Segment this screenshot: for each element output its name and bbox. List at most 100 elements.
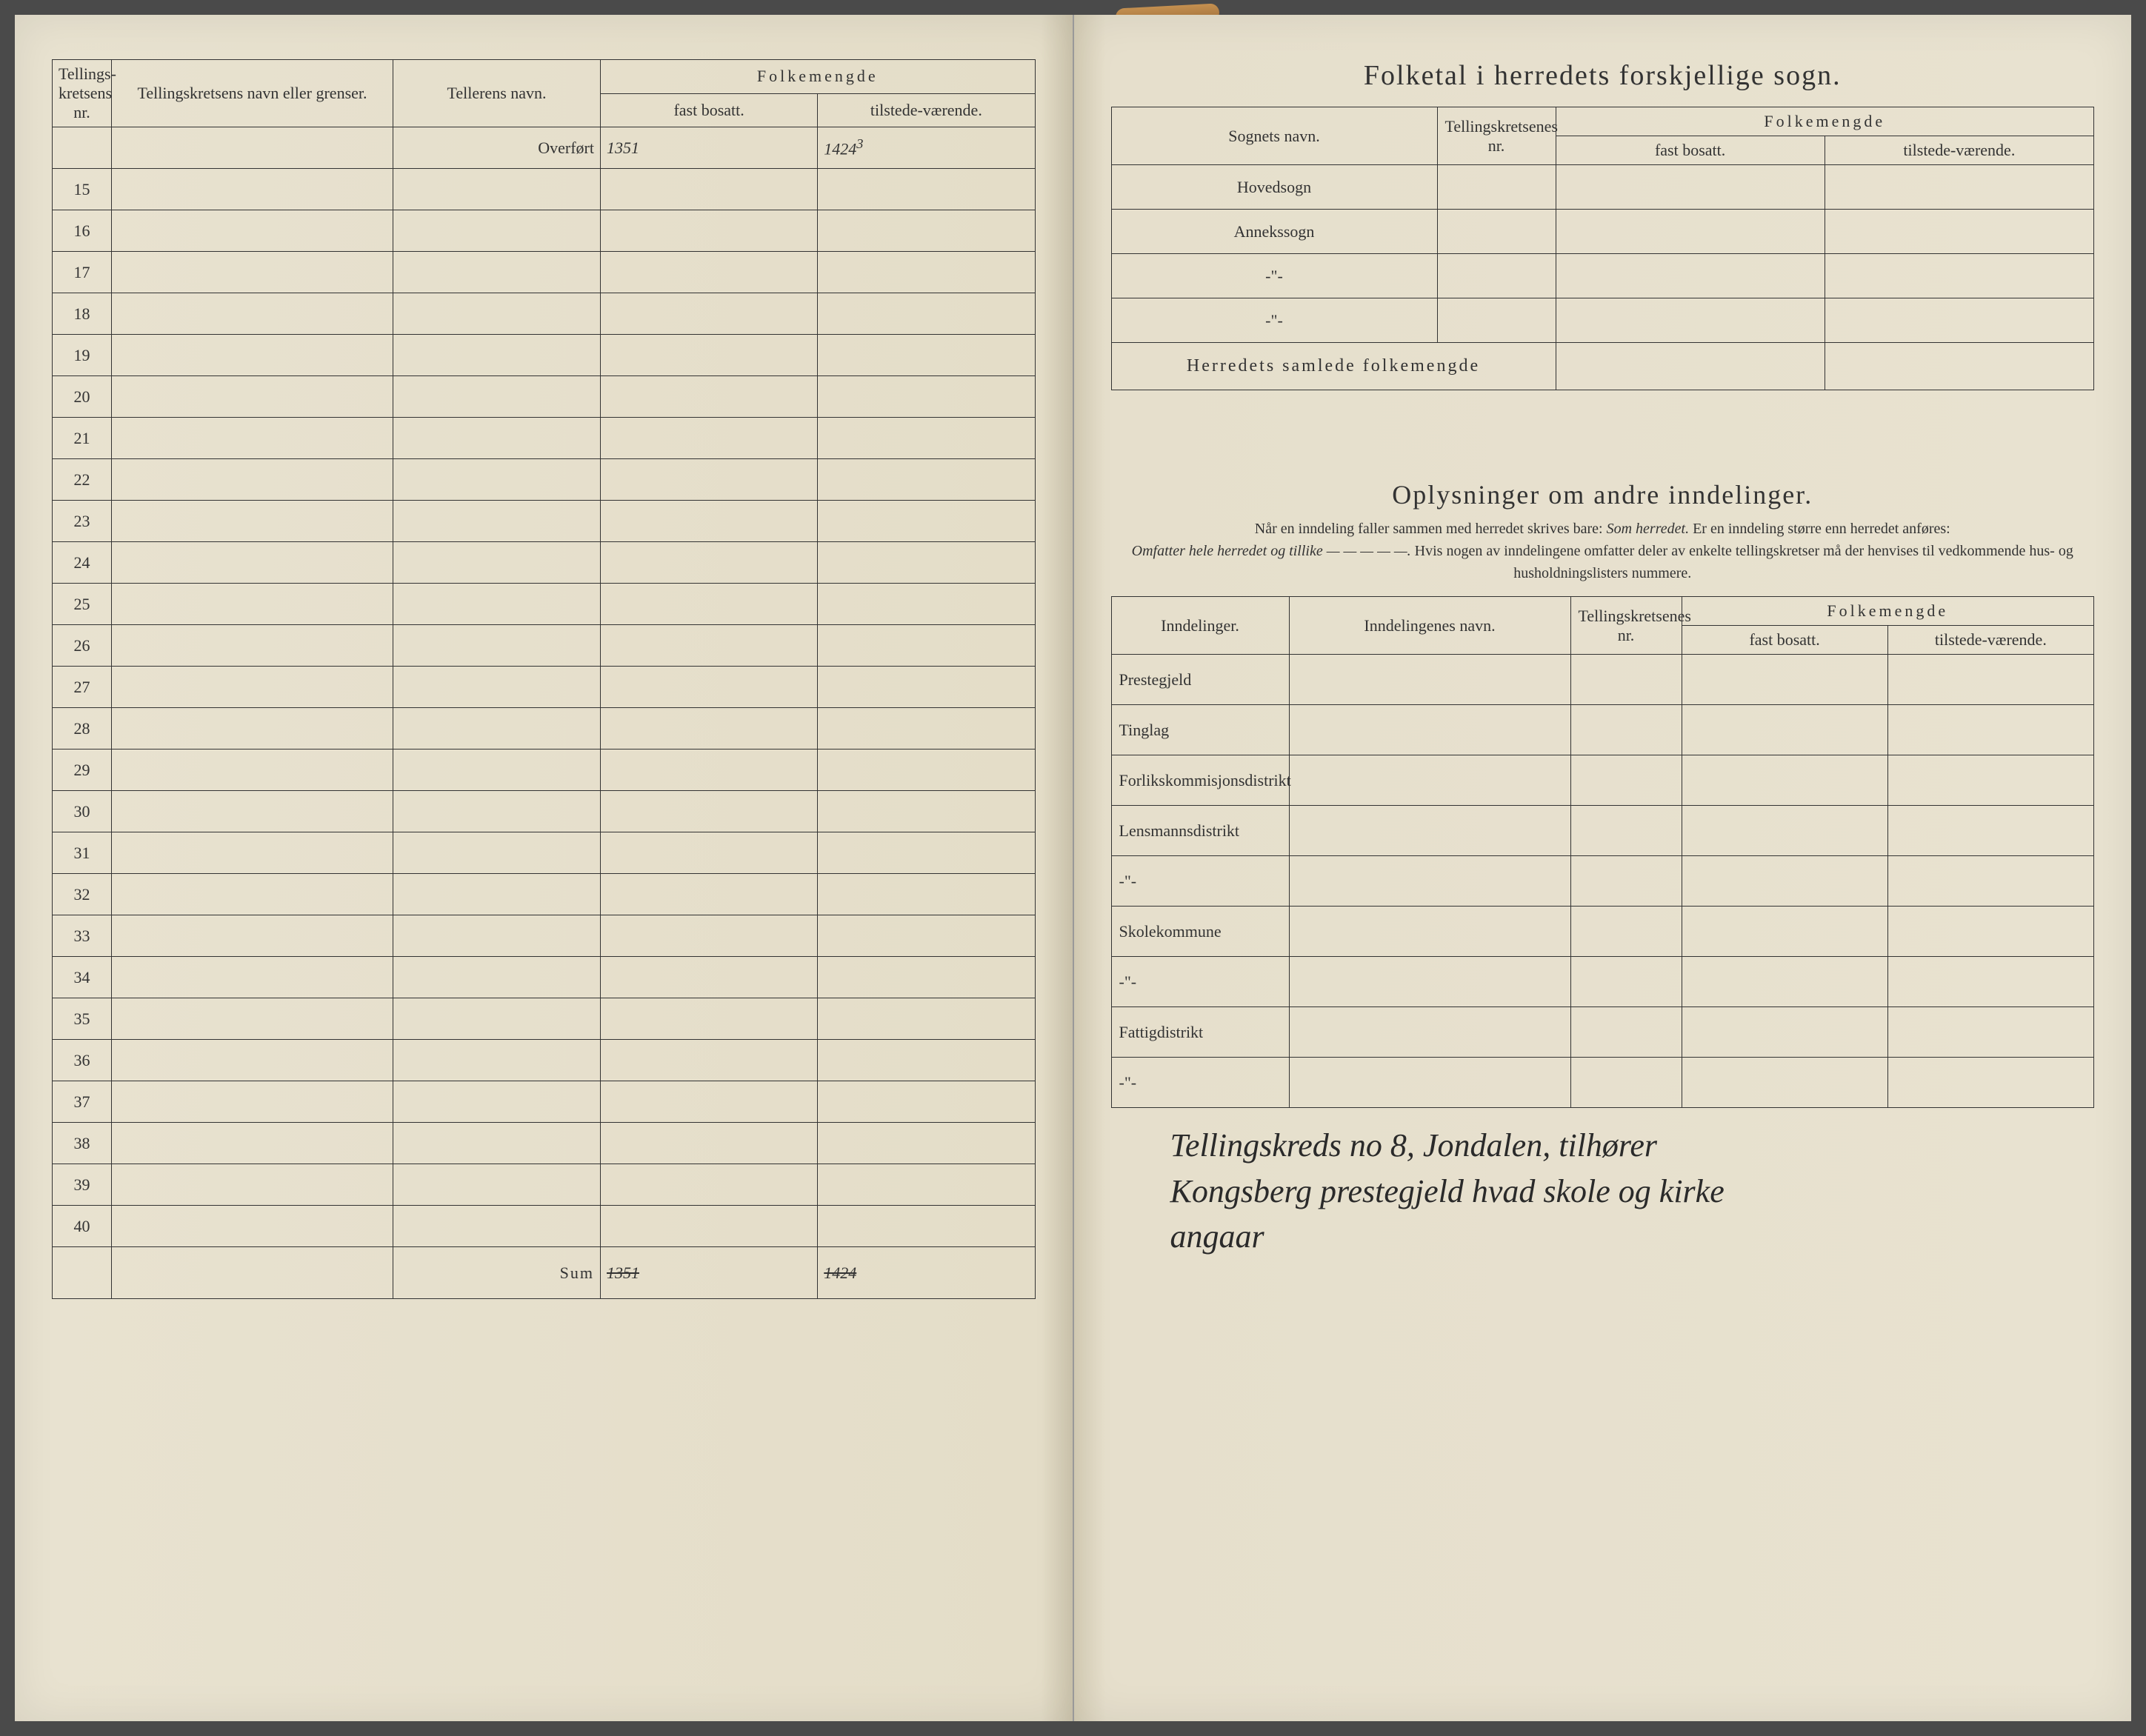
row-number: 29 [53, 750, 112, 791]
right-title: Folketal i herredets forskjellige sogn. [1111, 59, 2095, 92]
row-number: 33 [53, 915, 112, 957]
sogn-row: -"- [1111, 254, 2094, 298]
row-number: 28 [53, 708, 112, 750]
hdr-nr: Tellings-kretsens nr. [53, 60, 112, 127]
table-row: 21 [53, 418, 1036, 459]
hdr-name: Tellingskretsens navn eller grenser. [112, 60, 393, 127]
inndel-label: -"- [1111, 856, 1289, 907]
row-number: 27 [53, 667, 112, 708]
hdr-i-fast: fast bosatt. [1682, 626, 1887, 655]
sum-label: Sum [393, 1247, 601, 1299]
row-number: 30 [53, 791, 112, 832]
table-row: 26 [53, 625, 1036, 667]
table-row: 27 [53, 667, 1036, 708]
row-number: 18 [53, 293, 112, 335]
inndel-row: -"- [1111, 856, 2094, 907]
inndel-label: -"- [1111, 1058, 1289, 1108]
table-row: 20 [53, 376, 1036, 418]
table-row: 16 [53, 210, 1036, 252]
row-number: 34 [53, 957, 112, 998]
sogn-label: -"- [1111, 254, 1437, 298]
table-row: 22 [53, 459, 1036, 501]
sogn-row: Hovedsogn [1111, 165, 2094, 210]
table-row: 19 [53, 335, 1036, 376]
row-number: 24 [53, 542, 112, 584]
table-row: 39 [53, 1164, 1036, 1206]
row-number: 35 [53, 998, 112, 1040]
inndel-row: -"- [1111, 1058, 2094, 1108]
sogn-label: Annekssogn [1111, 210, 1437, 254]
table-row: 33 [53, 915, 1036, 957]
sogn-row: -"- [1111, 298, 2094, 343]
row-number: 40 [53, 1206, 112, 1247]
hdr-i-navn: Inndelingenes navn. [1289, 597, 1570, 655]
row-number: 19 [53, 335, 112, 376]
row-number: 37 [53, 1081, 112, 1123]
overfort-fast: 1351 [601, 127, 818, 169]
hdr-i-tilstede: tilstede-værende. [1887, 626, 2093, 655]
row-number: 32 [53, 874, 112, 915]
row-number: 20 [53, 376, 112, 418]
hdr-inndelinger: Inndelinger. [1111, 597, 1289, 655]
inndel-row: Forlikskommisjonsdistrikt [1111, 755, 2094, 806]
row-number: 16 [53, 210, 112, 252]
table-row: 17 [53, 252, 1036, 293]
table-row: 35 [53, 998, 1036, 1040]
row-number: 25 [53, 584, 112, 625]
inndel-label: -"- [1111, 957, 1289, 1007]
table-row: 30 [53, 791, 1036, 832]
table-row: 24 [53, 542, 1036, 584]
table-row: 29 [53, 750, 1036, 791]
table-row: 18 [53, 293, 1036, 335]
table-row: 28 [53, 708, 1036, 750]
inndel-row: Prestegjeld [1111, 655, 2094, 705]
inndel-label: Lensmannsdistrikt [1111, 806, 1289, 856]
herredets-label: Herredets samlede folkemengde [1111, 343, 1556, 390]
document-spread: Tellings-kretsens nr. Tellingskretsens n… [15, 15, 2131, 1721]
hdr-r-folkemengde: Folkemengde [1556, 107, 2094, 136]
inndel-row: Skolekommune [1111, 907, 2094, 957]
table-row: 38 [53, 1123, 1036, 1164]
row-number: 22 [53, 459, 112, 501]
hdr-r-nr: Tellingskretsenes nr. [1437, 107, 1556, 165]
table-row: 40 [53, 1206, 1036, 1247]
row-number: 15 [53, 169, 112, 210]
section2-title: Oplysninger om andre inndelinger. [1111, 479, 2095, 510]
left-page: Tellings-kretsens nr. Tellingskretsens n… [15, 15, 1074, 1721]
hdr-r-fast: fast bosatt. [1556, 136, 1825, 165]
sum-fast: 1351 [601, 1247, 818, 1299]
sogn-label: -"- [1111, 298, 1437, 343]
sogn-label: Hovedsogn [1111, 165, 1437, 210]
hdr-i-nr: Tellingskretsenes nr. [1570, 597, 1682, 655]
inndel-row: Lensmannsdistrikt [1111, 806, 2094, 856]
row-number: 21 [53, 418, 112, 459]
overfort-label: Overført [393, 127, 601, 169]
inndelinger-table: Inndelinger. Inndelingenes navn. Telling… [1111, 596, 2095, 1108]
hdr-tilstede: tilstede-værende. [818, 93, 1035, 127]
table-row: 34 [53, 957, 1036, 998]
table-row: 25 [53, 584, 1036, 625]
sogn-row: Annekssogn [1111, 210, 2094, 254]
row-number: 38 [53, 1123, 112, 1164]
hdr-sogn: Sognets navn. [1111, 107, 1437, 165]
sum-til: 1424 [818, 1247, 1035, 1299]
table-row: 32 [53, 874, 1036, 915]
table-row: 15 [53, 169, 1036, 210]
hdr-fast: fast bosatt. [601, 93, 818, 127]
row-number: 36 [53, 1040, 112, 1081]
hdr-i-folkemengde: Folkemengde [1682, 597, 2094, 626]
table-row: 31 [53, 832, 1036, 874]
inndel-row: -"- [1111, 957, 2094, 1007]
inndel-label: Tinglag [1111, 705, 1289, 755]
overfort-til: 14243 [818, 127, 1035, 169]
left-census-table: Tellings-kretsens nr. Tellingskretsens n… [52, 59, 1036, 1299]
hdr-r-tilstede: tilstede-værende. [1825, 136, 2093, 165]
inndel-label: Skolekommune [1111, 907, 1289, 957]
row-number: 31 [53, 832, 112, 874]
hdr-teller: Tellerens navn. [393, 60, 601, 127]
inndel-label: Forlikskommisjonsdistrikt [1111, 755, 1289, 806]
right-page: Folketal i herredets forskjellige sogn. … [1074, 15, 2132, 1721]
row-number: 39 [53, 1164, 112, 1206]
sogn-table: Sognets navn. Tellingskretsenes nr. Folk… [1111, 107, 2095, 390]
handwritten-note: Tellingskreds no 8, Jondalen, tilhører K… [1111, 1123, 2095, 1260]
